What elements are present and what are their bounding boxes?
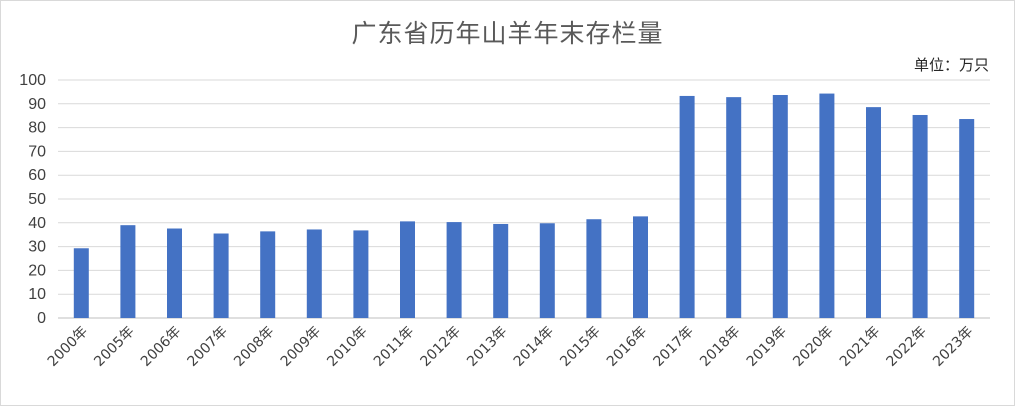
x-tick-label: 2009年 — [278, 324, 324, 370]
x-tick-label: 2020年 — [790, 324, 836, 370]
bars — [73, 93, 975, 319]
y-tick-label: 60 — [28, 167, 46, 184]
bar — [586, 219, 602, 318]
bar — [912, 114, 928, 319]
bar — [819, 93, 835, 318]
x-tick-label: 2007年 — [185, 324, 231, 370]
y-tick-label: 70 — [28, 143, 46, 160]
x-tick-label: 2021年 — [837, 324, 883, 370]
bar — [539, 223, 555, 318]
bar — [679, 95, 695, 318]
y-tick-label: 50 — [28, 191, 46, 208]
x-tick-label: 2000年 — [45, 324, 91, 370]
x-tick-label: 2015年 — [557, 324, 603, 370]
x-tick-label: 2005年 — [91, 324, 137, 370]
y-tick-label: 10 — [28, 286, 46, 303]
bar — [306, 229, 322, 318]
y-tick-label: 100 — [19, 72, 46, 89]
bar — [400, 221, 415, 318]
x-tick-label: 2016年 — [604, 324, 650, 370]
bar — [353, 230, 369, 318]
bar — [772, 94, 788, 318]
x-tick-label: 2019年 — [744, 324, 790, 370]
y-tick-label: 40 — [28, 215, 46, 232]
bar — [633, 216, 648, 318]
bar — [866, 107, 881, 318]
x-axis: 2000年 2005年 2006年 2007年 2008年 2009年 2010年 2011年… — [45, 324, 977, 370]
x-tick-label: 2018年 — [697, 324, 743, 370]
x-tick-label: 2013年 — [464, 324, 510, 370]
y-tick-label: 80 — [28, 120, 46, 137]
y-tick-label: 30 — [28, 239, 46, 256]
bar — [73, 248, 89, 318]
bar — [493, 223, 509, 318]
bar — [213, 233, 229, 318]
y-axis: 0 10 20 30 40 50 60 70 80 90 100 — [19, 72, 46, 327]
x-tick-label: 2014年 — [511, 324, 557, 370]
x-tick-label: 2006年 — [138, 324, 184, 370]
bar — [260, 231, 276, 318]
bar — [167, 228, 182, 318]
unit-label: 单位：万只 — [913, 56, 989, 74]
y-tick-label: 20 — [28, 262, 46, 279]
y-tick-label: 0 — [37, 310, 46, 327]
x-tick-label: 2023年 — [930, 324, 976, 370]
bar — [959, 119, 975, 318]
bar — [446, 222, 462, 318]
bar — [726, 97, 742, 318]
x-tick-label: 2017年 — [651, 324, 697, 370]
x-tick-label: 2008年 — [231, 324, 277, 370]
gridlines — [58, 79, 990, 319]
x-tick-label: 2011年 — [371, 324, 417, 370]
y-tick-label: 90 — [28, 96, 46, 113]
x-tick-label: 2022年 — [884, 324, 930, 370]
bar — [120, 225, 136, 318]
x-tick-label: 2012年 — [418, 324, 464, 370]
x-tick-label: 2010年 — [324, 324, 370, 370]
chart-title: 广东省历年山羊年末存栏量 — [351, 19, 664, 48]
